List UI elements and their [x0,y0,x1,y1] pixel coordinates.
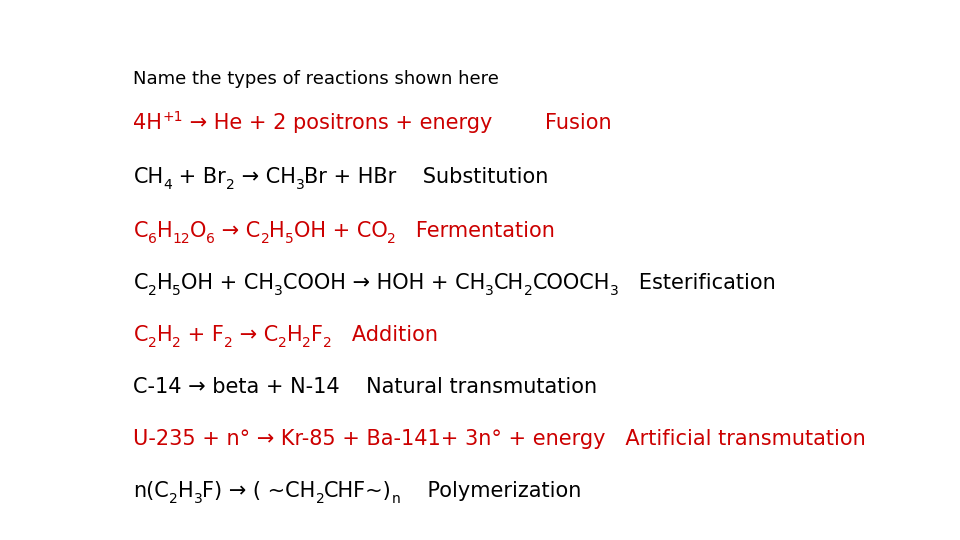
Text: 2: 2 [277,336,287,350]
Text: → He + 2 positrons + energy: → He + 2 positrons + energy [182,113,492,133]
Text: U-235 + n° → Kr-85 + Ba-141+ 3n° + energy   Artificial transmutation: U-235 + n° → Kr-85 + Ba-141+ 3n° + energ… [133,429,866,449]
Text: CH: CH [493,273,524,293]
Text: CHF~): CHF~) [324,481,392,501]
Text: → C: → C [215,221,260,241]
Text: 12: 12 [173,232,190,246]
Text: C-14 → beta + N-14    Natural transmutation: C-14 → beta + N-14 Natural transmutation [133,377,597,397]
Text: 2: 2 [224,336,232,350]
Text: H: H [156,273,172,293]
Text: 2: 2 [172,336,181,350]
Text: 6: 6 [206,232,215,246]
Text: 4: 4 [163,178,172,192]
Text: C: C [133,221,148,241]
Text: 3: 3 [610,284,619,298]
Text: 3: 3 [485,284,493,298]
Text: 5: 5 [285,232,294,246]
Text: CH: CH [133,167,163,187]
Text: H: H [156,325,172,345]
Text: OH + CO: OH + CO [294,221,388,241]
Text: 2: 2 [226,178,235,192]
Text: H: H [178,481,194,501]
Text: n: n [392,492,400,506]
Text: +1: +1 [162,110,182,124]
Text: + F: + F [181,325,224,345]
Text: + Br: + Br [172,167,226,187]
Text: 2: 2 [302,336,311,350]
Text: → C: → C [232,325,277,345]
Text: 3: 3 [296,178,304,192]
Text: 2: 2 [169,492,178,506]
Text: 4H: 4H [133,113,162,133]
Text: 6: 6 [148,232,156,246]
Text: COOH → HOH + CH: COOH → HOH + CH [283,273,485,293]
Text: OH + CH: OH + CH [181,273,274,293]
Text: 2: 2 [388,232,396,246]
Text: 2: 2 [260,232,269,246]
Text: Name the types of reactions shown here: Name the types of reactions shown here [133,70,499,87]
Text: F) → ( ~CH: F) → ( ~CH [203,481,316,501]
Text: Fusion: Fusion [492,113,612,133]
Text: 2: 2 [524,284,533,298]
Text: H: H [156,221,173,241]
Text: 2: 2 [316,492,324,506]
Text: 3: 3 [194,492,203,506]
Text: 2: 2 [148,284,156,298]
Text: O: O [190,221,206,241]
Text: → CH: → CH [235,167,296,187]
Text: Esterification: Esterification [619,273,776,293]
Text: F: F [311,325,323,345]
Text: H: H [269,221,285,241]
Text: 5: 5 [172,284,181,298]
Text: C: C [133,325,148,345]
Text: 2: 2 [323,336,332,350]
Text: C: C [133,273,148,293]
Text: Fermentation: Fermentation [396,221,555,241]
Text: COOCH: COOCH [533,273,610,293]
Text: 3: 3 [274,284,283,298]
Text: Addition: Addition [332,325,438,345]
Text: n(C: n(C [133,481,169,501]
Text: Br + HBr    Substitution: Br + HBr Substitution [304,167,549,187]
Text: Polymerization: Polymerization [400,481,581,501]
Text: 2: 2 [148,336,156,350]
Text: H: H [287,325,302,345]
